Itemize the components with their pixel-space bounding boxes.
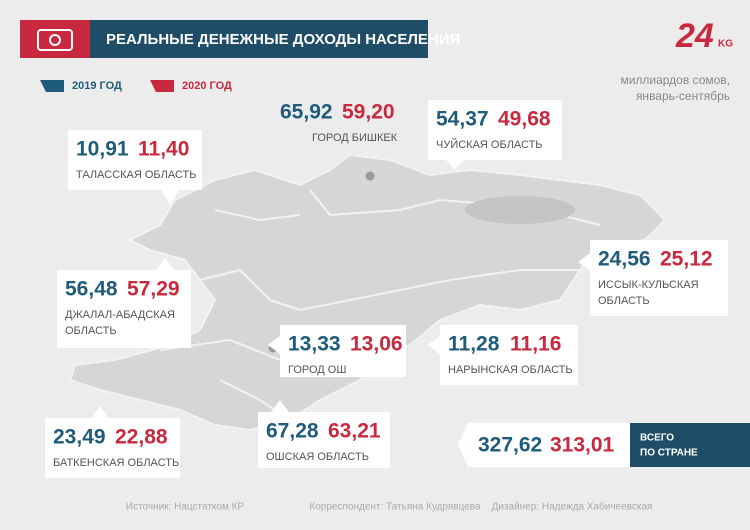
total-2020: 313,01: [550, 434, 615, 457]
value-2020: 13,06: [350, 333, 403, 356]
region-name: ГОРОД БИШКЕК: [312, 132, 398, 144]
callout-box: [428, 100, 562, 160]
value-2020: 57,29: [127, 278, 180, 301]
callout-tail: [161, 190, 179, 205]
lake: [465, 196, 575, 224]
logo: 24: [675, 17, 714, 55]
value-2019: 54,37: [436, 108, 489, 131]
logo-suffix: KG: [718, 39, 733, 50]
value-2019: 65,92: [280, 101, 333, 124]
unit-line: январь-сентябрь: [636, 89, 730, 103]
region-callout: 10,91 11,40 ТАЛАССКАЯ ОБЛАСТЬ: [68, 130, 202, 205]
region-name: НАРЫНСКАЯ ОБЛАСТЬ: [448, 364, 573, 376]
total: 327,62 313,01 ВСЕГО ПО СТРАНЕ: [458, 423, 750, 467]
callout-tail: [446, 160, 464, 170]
value-2019: 56,48: [65, 278, 118, 301]
regions: 65,92 59,20 ГОРОД БИШКЕК 54,37 49,68 ЧУЙСКАЯ …: [45, 100, 728, 478]
value-2019: 23,49: [53, 426, 106, 449]
total-2019: 327,62: [478, 434, 542, 457]
total-label: ПО СТРАНЕ: [640, 448, 698, 459]
money-icon: [37, 29, 73, 51]
value-2019: 67,28: [266, 420, 319, 443]
footer-source: Источник: Нацстатком КР: [126, 502, 245, 513]
callout-box: [45, 418, 180, 478]
total-label: ВСЕГО: [640, 433, 674, 444]
region-name: ОБЛАСТЬ: [65, 325, 117, 337]
region-name: ДЖАЛАЛ-АБАДСКАЯ: [65, 309, 175, 321]
region-callout: 24,56 25,12 ИССЫК-КУЛЬСКАЯ ОБЛАСТЬ: [578, 240, 728, 316]
region-callout: 56,48 57,29 ДЖАЛАЛ-АБАДСКАЯ ОБЛАСТЬ: [57, 258, 191, 348]
callout-box: [258, 412, 390, 468]
legend: 2019 ГОД 2020 ГОД: [40, 80, 232, 92]
callout-tail: [428, 336, 440, 354]
region-callout: 11,28 11,16 НАРЫНСКАЯ ОБЛАСТЬ: [428, 325, 578, 385]
header: РЕАЛЬНЫЕ ДЕНЕЖНЫЕ ДОХОДЫ НАСЕЛЕНИЯ 24 KG: [20, 17, 733, 58]
region-callout: 67,28 63,21 ОШСКАЯ ОБЛАСТЬ: [258, 400, 390, 468]
callout-tail: [578, 253, 590, 271]
region-name: ТАЛАССКАЯ ОБЛАСТЬ: [76, 169, 196, 181]
value-2020: 49,68: [498, 108, 551, 131]
callout-tail: [156, 258, 174, 270]
callout-tail: [268, 336, 280, 354]
legend-label-2020: 2020 ГОД: [182, 80, 232, 92]
region-name: БАТКЕНСКАЯ ОБЛАСТЬ: [53, 457, 179, 469]
money-icon-coin: [49, 34, 61, 46]
total-box: [458, 423, 630, 467]
callout-tail: [271, 400, 289, 412]
title: РЕАЛЬНЫЕ ДЕНЕЖНЫЕ ДОХОДЫ НАСЕЛЕНИЯ: [106, 31, 460, 48]
region-name: ИССЫК-КУЛЬСКАЯ: [598, 279, 699, 291]
legend-swatch-2020: [150, 80, 174, 92]
callout-box: [57, 270, 191, 348]
region-name: ОШСКАЯ ОБЛАСТЬ: [266, 451, 369, 463]
region-name: ГОРОД ОШ: [288, 364, 346, 376]
footer-designer: Дизайнер: Надежда Хабичеевская: [492, 501, 653, 513]
callout-box: [68, 130, 202, 190]
title-icon-box: [20, 20, 90, 58]
value-2019: 10,91: [76, 138, 129, 161]
total-label-box: [630, 423, 750, 467]
value-2020: 63,21: [328, 420, 381, 443]
region-callout: 13,33 13,06 ГОРОД ОШ: [268, 325, 406, 377]
value-2020: 22,88: [115, 426, 168, 449]
region-callout: 65,92 59,20 ГОРОД БИШКЕК: [280, 101, 398, 144]
value-2020: 11,16: [510, 333, 561, 356]
value-2020: 59,20: [342, 101, 395, 124]
unit-line: миллиардов сомов,: [620, 73, 730, 87]
value-2020: 25,12: [660, 248, 713, 271]
region-callout: 23,49 22,88 БАТКЕНСКАЯ ОБЛАСТЬ: [45, 406, 180, 478]
region-callout: 54,37 49,68 ЧУЙСКАЯ ОБЛАСТЬ: [428, 100, 562, 170]
region-name: ОБЛАСТЬ: [598, 295, 650, 307]
callout-tail: [91, 406, 109, 418]
callout-box: [590, 240, 728, 316]
region-borders: [159, 189, 601, 421]
callout-box: [440, 325, 578, 385]
value-2019: 13,33: [288, 333, 341, 356]
region-name: ЧУЙСКАЯ ОБЛАСТЬ: [436, 138, 543, 151]
value-2020: 11,40: [138, 138, 189, 161]
legend-swatch-2019: [40, 80, 64, 92]
footer-author: Корреспондент: Татьяна Кудрявцева: [309, 502, 481, 513]
value-2019: 11,28: [448, 333, 500, 356]
value-2019: 24,56: [598, 248, 651, 271]
callout-box: [280, 325, 406, 377]
legend-label-2019: 2019 ГОД: [72, 80, 122, 92]
bishkek-dot: [365, 171, 375, 181]
